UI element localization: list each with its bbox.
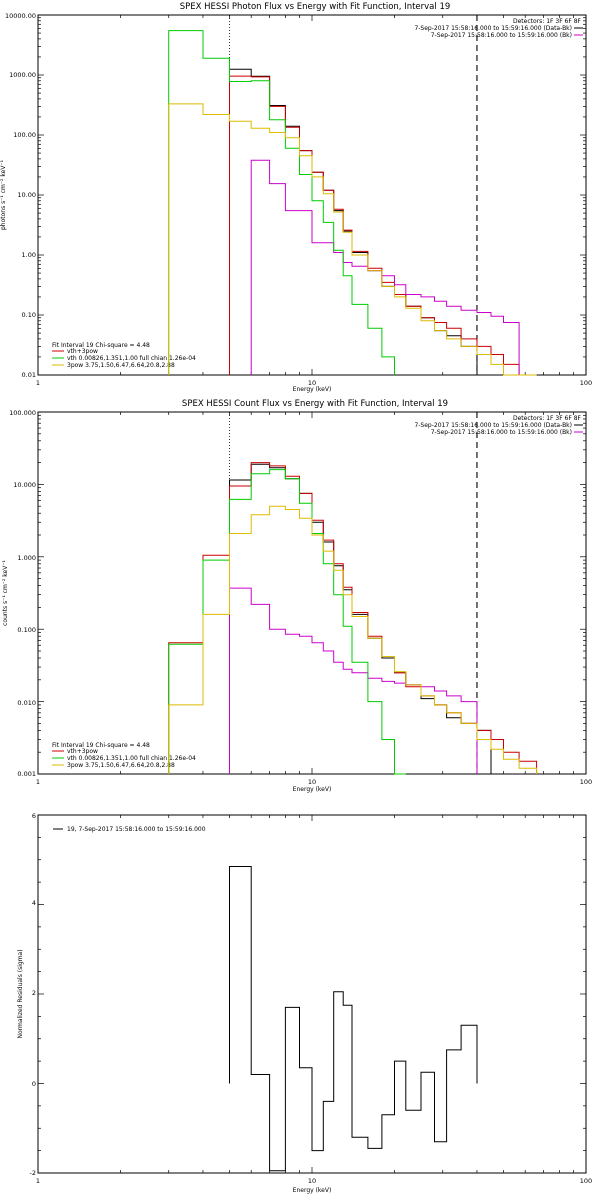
y-tick-label: 1.000: [17, 554, 36, 562]
y-tick-label: 10000.00: [5, 12, 36, 20]
fit-legend-3pow: 3pow 3.75,1.50,6.47,6.64,20.8,2.88: [67, 762, 175, 769]
residuals-y-axis-label: Normalized Residuals (sigma): [17, 949, 24, 1038]
series-line: [168, 505, 538, 774]
series-line: [168, 103, 537, 376]
series-line: [229, 68, 478, 375]
count-flux-plot-area: [37, 412, 586, 775]
fit-legend-vth: vth 0.00826,1.351,1.00 full chian 1.26e-…: [67, 355, 196, 362]
fit-legend-3pow: 3pow 3.75,1.50,6.47,6.64,20.8,2.88: [67, 362, 175, 369]
fit-legend-model: vth+3pow: [67, 748, 98, 755]
count-flux-y-axis-label: counts s⁻¹ cm⁻² keV⁻¹: [2, 560, 9, 626]
count-flux-fit-legend: Fit Interval 19 Chi-square = 4.48 vth+3p…: [52, 742, 196, 769]
residuals-y-ticks: 6 4 2 0 -2: [30, 812, 36, 1177]
count-flux-detector-legend: Detectors: 1F 3F 6F 8F 7-Sep-2017 15:58:…: [414, 415, 583, 436]
legend-data-minus-bk: 7-Sep-2017 15:58:16.000 to 15:59:16.000 …: [414, 422, 572, 429]
photon-flux-detector-legend: Detectors: 1F 3F 6F 8F 7-Sep-2017 15:58:…: [414, 18, 583, 39]
y-tick-label: 0.01: [22, 371, 36, 379]
residuals-x-axis-label: Energy (keV): [293, 1187, 332, 1194]
y-tick-label: 10.00: [17, 191, 36, 199]
y-tick-label: 100.00: [13, 131, 36, 139]
photon-flux-title: SPEX HESSI Photon Flux vs Energy with Fi…: [180, 2, 451, 12]
series-line: [168, 30, 395, 375]
y-tick-label: 1000.00: [9, 71, 36, 79]
legend-detectors: Detectors: 1F 3F 6F 8F: [513, 415, 582, 422]
residuals-legend-interval: 19, 7-Sep-2017 15:58:16.000 to 15:59:16.…: [67, 826, 206, 833]
photon-flux-plot-area: [37, 15, 586, 376]
y-tick-label: 10.000: [13, 481, 36, 489]
residuals-plot-area: [37, 814, 586, 1174]
y-tick-label: 100.000: [9, 409, 36, 417]
count-flux-plot-frame: [37, 411, 587, 775]
x-tick-label: 100: [580, 778, 592, 786]
legend-bk: 7-Sep-2017 15:58:16.000 to 15:59:16.000 …: [431, 32, 572, 39]
x-tick-label: 10: [308, 379, 316, 387]
count-flux-y-ticks: 100.000 10.000 1.000 0.100 0.010 0.001: [9, 409, 36, 778]
fit-legend-chisq: Fit Interval 19 Chi-square = 4.48: [52, 342, 150, 349]
count-flux-panel: SPEX HESSI Count Flux vs Energy with Fit…: [2, 399, 592, 793]
series-line: [229, 587, 478, 774]
photon-flux-fit-legend: Fit Interval 19 Chi-square = 4.48 vth+3p…: [52, 342, 196, 369]
series-line: [168, 469, 406, 775]
legend-data-minus-bk: 7-Sep-2017 15:58:16.000 to 15:59:16.000 …: [414, 25, 572, 32]
count-flux-title: SPEX HESSI Count Flux vs Energy with Fit…: [182, 399, 448, 409]
x-tick-label: 100: [580, 1177, 592, 1185]
fit-legend-model: vth+3pow: [67, 348, 98, 355]
series-line: [229, 75, 537, 376]
series-line: [229, 463, 492, 774]
count-flux-x-ticks: 1 10 100: [36, 778, 592, 786]
x-tick-label: 1: [36, 778, 40, 786]
x-tick-label: 10: [308, 778, 316, 786]
legend-bk: 7-Sep-2017 15:58:16.000 to 15:59:16.000 …: [431, 429, 572, 436]
y-tick-label: 0.001: [17, 770, 36, 778]
residuals-legend: 19, 7-Sep-2017 15:58:16.000 to 15:59:16.…: [53, 826, 206, 833]
fit-legend-vth: vth 0.00826,1.351,1.00 full chian 1.26e-…: [67, 755, 196, 762]
y-tick-label: 0: [32, 1080, 36, 1088]
y-tick-label: -2: [30, 1169, 36, 1177]
legend-detectors: Detectors: 1F 3F 6F 8F: [513, 18, 582, 25]
y-tick-label: 4: [32, 899, 36, 907]
y-tick-label: 0.100: [17, 626, 36, 634]
x-tick-label: 10: [308, 1177, 316, 1185]
x-tick-label: 1: [36, 1177, 40, 1185]
y-tick-label: 6: [32, 812, 36, 820]
series-line: [168, 462, 538, 774]
y-tick-label: 0.010: [17, 699, 36, 707]
residuals-panel: 6 4 2 0 -2 1 10 100 Energy (keV) Normali…: [17, 812, 592, 1194]
photon-flux-y-axis-label: photons s⁻¹ cm⁻² keV⁻¹: [0, 159, 7, 230]
y-tick-label: 0.10: [22, 311, 36, 319]
y-tick-label: 1.00: [22, 251, 36, 259]
photon-flux-y-ticks: 10000.00 1000.00 100.00 10.00 1.00 0.10 …: [5, 12, 36, 379]
y-tick-label: 2: [32, 989, 36, 997]
series-line: [229, 866, 478, 1172]
photon-flux-panel: SPEX HESSI Photon Flux vs Energy with Fi…: [0, 2, 592, 393]
count-flux-x-axis-label: Energy (keV): [293, 786, 332, 793]
photon-flux-x-axis-label: Energy (keV): [293, 386, 332, 393]
series-line: [250, 159, 520, 375]
x-tick-label: 100: [580, 379, 592, 387]
photon-flux-x-ticks: 1 10 100: [36, 379, 592, 387]
fit-legend-chisq: Fit Interval 19 Chi-square = 4.48: [52, 742, 150, 749]
x-tick-label: 1: [36, 379, 40, 387]
residuals-x-ticks: 1 10 100: [36, 1177, 592, 1185]
